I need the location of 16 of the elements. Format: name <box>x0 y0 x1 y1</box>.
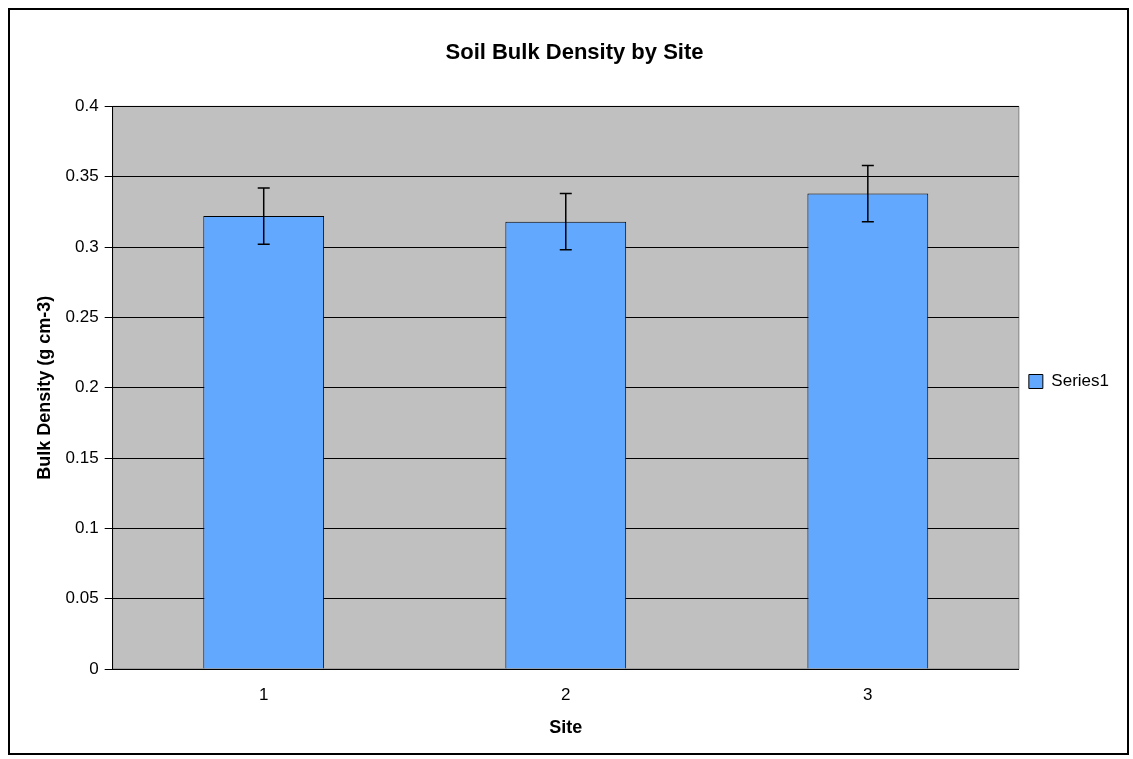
x-tick-label: 2 <box>561 684 571 704</box>
x-tick-label: 3 <box>863 684 873 704</box>
x-tick-label: 1 <box>258 684 269 704</box>
y-tick-label: 0.2 <box>75 377 99 397</box>
legend-label: Series1 <box>1051 371 1109 391</box>
x-axis-title: Site <box>549 717 583 738</box>
y-tick-label: 0.15 <box>65 447 99 467</box>
y-tick-label: 0.1 <box>75 518 99 538</box>
chart-title: Soil Bulk Density by Site <box>445 39 704 65</box>
y-tick-label: 0.4 <box>75 96 99 116</box>
y-tick-label: 0.25 <box>65 307 99 327</box>
y-tick-label: 0.35 <box>65 166 99 186</box>
y-axis-title: Bulk Density (g cm-3) <box>33 295 54 480</box>
y-tick-label: 0.3 <box>75 236 99 256</box>
y-tick-label: 0 <box>89 658 99 678</box>
y-tick-label: 0.05 <box>65 588 99 608</box>
